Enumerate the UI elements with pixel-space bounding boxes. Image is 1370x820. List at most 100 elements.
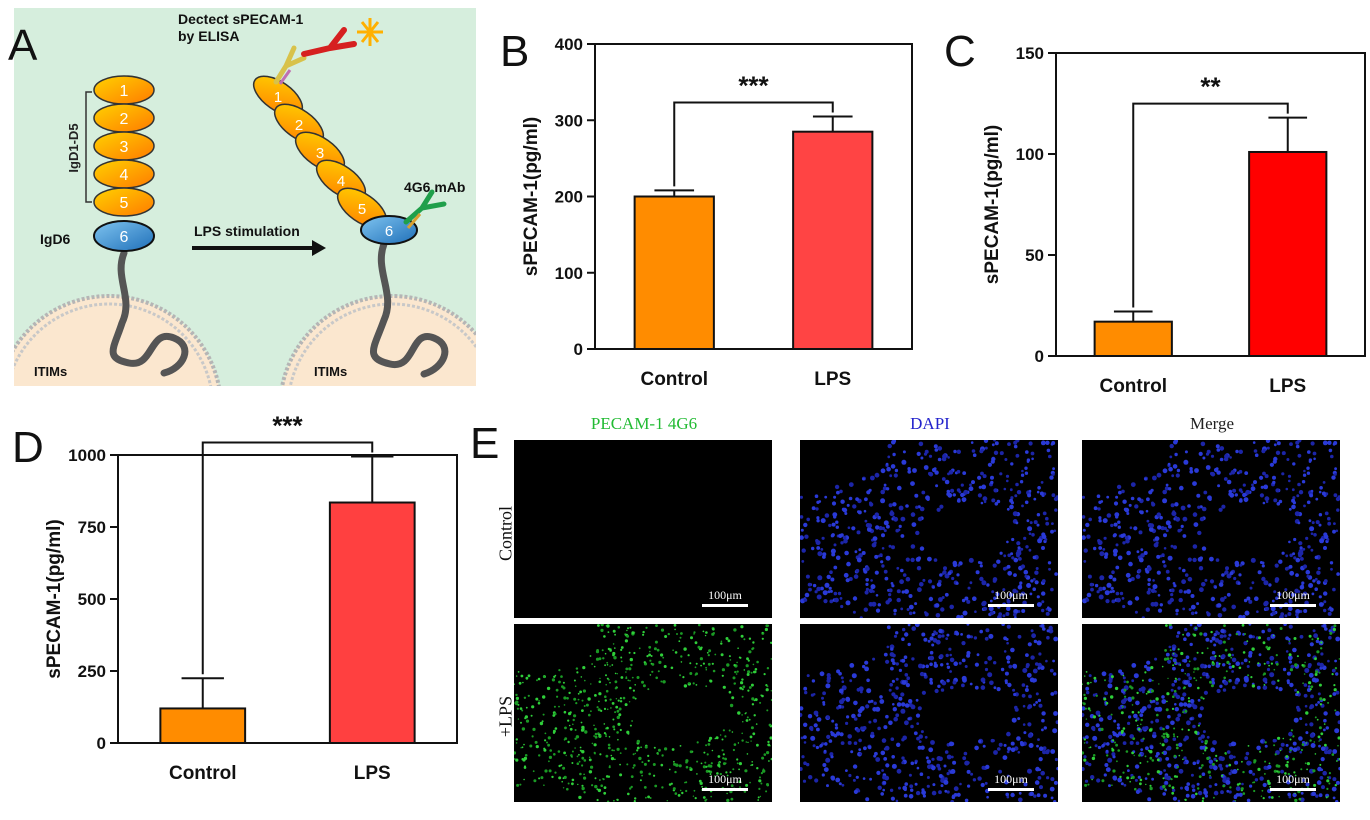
column-title-dapi: DAPI	[910, 414, 950, 433]
micrograph-merge-control	[1082, 440, 1340, 618]
y-tick-label: 750	[78, 518, 106, 537]
significance-bracket	[1132, 102, 1289, 308]
panel-letter-d: D	[12, 423, 44, 472]
mab-label: 4G6 mAb	[404, 179, 465, 195]
domain-label: 3	[120, 139, 129, 156]
domain-label: 4	[120, 167, 129, 184]
igd6-right	[360, 215, 418, 245]
category-label: LPS	[1269, 376, 1306, 397]
scale-bar: 100μm	[988, 772, 1034, 791]
micrograph-image	[800, 440, 1058, 618]
category-label: Control	[640, 369, 708, 390]
stimulation-label: LPS stimulation	[194, 223, 300, 239]
domain-label: 1	[274, 89, 282, 106]
category-label: LPS	[814, 369, 851, 390]
scale-bar-label: 100μm	[1276, 772, 1310, 786]
significance-label: **	[1200, 72, 1221, 102]
bar-control	[633, 195, 715, 350]
micrograph-dapi-control	[800, 440, 1058, 618]
scale-bar-label: 100μm	[994, 772, 1028, 786]
y-axis-label: sPECAM-1(pg/ml)	[982, 125, 1003, 284]
igd1-d5-label: IgD1-D5	[66, 123, 81, 172]
panel-c: C 0 50 100 150 sPECAM-1(pg/ml) Control LPS **	[930, 0, 1370, 410]
panel-a: 1 2 3 4 5 6 IgD1-D5 IgD6 LPS stimulation…	[0, 8, 506, 522]
bar-lps	[1248, 150, 1328, 357]
y-axis-label: sPECAM-1(pg/ml)	[44, 519, 65, 678]
micrograph-image	[800, 624, 1058, 802]
bar-chart-b: 0 100 200 300 400 sPECAM-1(pg/ml) Control LPS **…	[521, 35, 913, 390]
y-tick-label: 500	[78, 590, 106, 609]
y-tick-label: 0	[97, 734, 106, 753]
domain-label: 1	[120, 83, 129, 100]
column-title-merge: Merge	[1189, 414, 1235, 433]
igd1-d5-left: 1 2 3 4 5	[93, 75, 155, 217]
itims-label-right: ITIMs	[314, 364, 347, 379]
scale-bar-line	[1270, 604, 1316, 607]
scale-bar-line	[1270, 788, 1316, 791]
4g6-antibody-icon	[403, 189, 447, 229]
scale-bar-line	[702, 788, 748, 791]
bar-lps	[328, 501, 416, 744]
y-tick-label: 300	[555, 111, 583, 130]
scale-bar-label: 100μm	[708, 772, 742, 786]
category-label: Control	[1099, 376, 1167, 397]
domain-label: 5	[358, 201, 366, 218]
significance-label: ***	[738, 70, 769, 100]
panel-b: B 0 100 200 300 400 sPECAM-1(pg/ml) Control LPS…	[480, 0, 920, 400]
itims-label-left: ITIMs	[34, 364, 67, 379]
y-tick-label: 50	[1025, 246, 1044, 265]
scale-bar-label: 100μm	[708, 588, 742, 602]
scale-bar: 100μm	[1270, 588, 1316, 607]
scale-bar-line	[988, 788, 1034, 791]
elisa-label-2: by ELISA	[178, 28, 239, 44]
panel-d: D 0 250 500 750 1000 sPECAM-1(pg/ml) Control LP…	[0, 410, 470, 815]
y-tick-label: 0	[1035, 347, 1044, 366]
scale-bar: 100μm	[1270, 772, 1316, 791]
significance-bracket	[673, 101, 834, 187]
bar-control	[159, 707, 247, 745]
plot-frame	[1055, 52, 1366, 357]
scale-bar: 100μm	[988, 588, 1034, 607]
y-tick-label: 250	[78, 662, 106, 681]
igd6-left	[93, 220, 155, 252]
bar-chart-d: 0 250 500 750 1000 sPECAM-1(pg/ml) Control LPS *…	[44, 410, 458, 784]
bar-lps	[792, 130, 874, 350]
category-label: Control	[169, 763, 237, 784]
y-tick-label: 100	[555, 264, 583, 283]
column-title-pecam: PECAM-1 4G6	[590, 414, 698, 433]
bar-chart-c: 0 50 100 150 sPECAM-1(pg/ml) Control LPS **	[982, 44, 1366, 397]
micrograph-pecam-lps	[514, 624, 772, 802]
bar-control	[1093, 320, 1173, 358]
micrograph-image	[1082, 440, 1340, 618]
micrograph-pecam-control	[514, 440, 772, 618]
cytoplasmic-tail-left	[109, 249, 189, 377]
elisa-label: Dectect sPECAM-1	[178, 11, 303, 27]
detection-star-icon	[357, 18, 383, 46]
cytoplasmic-tail-right	[370, 240, 449, 378]
elisa-antibody-icon	[273, 27, 357, 85]
panel-e: E PECAM-1 4G6 DAPI Merge Control +LPS 10…	[470, 408, 1370, 808]
y-tick-label: 200	[555, 188, 583, 207]
micrograph-merge-lps	[1082, 624, 1340, 802]
y-tick-label: 1000	[68, 446, 106, 465]
domain-label: 4	[337, 173, 345, 190]
panel-letter-c: C	[944, 27, 976, 76]
domain-label: 6	[120, 229, 129, 246]
scale-bar-label: 100μm	[1276, 588, 1310, 602]
micrograph-dapi-lps	[800, 624, 1058, 802]
scale-bar-label: 100μm	[994, 588, 1028, 602]
scale-bar: 100μm	[702, 588, 748, 607]
significance-label: ***	[272, 410, 303, 440]
y-tick-label: 400	[555, 35, 583, 54]
domain-label: 3	[316, 145, 324, 162]
scale-bar: 100μm	[702, 772, 748, 791]
igd1-d5-shed: 1 2 3 4 5	[252, 75, 388, 229]
panel-letter-e: E	[470, 419, 500, 468]
domain-label: 5	[120, 195, 129, 212]
domain-label: 2	[120, 111, 129, 128]
domain-label: 6	[385, 223, 393, 240]
micrograph-image	[514, 624, 772, 802]
scale-bar-line	[988, 604, 1034, 607]
arrow-head	[312, 240, 326, 256]
y-axis-label: sPECAM-1(pg/ml)	[521, 117, 542, 276]
